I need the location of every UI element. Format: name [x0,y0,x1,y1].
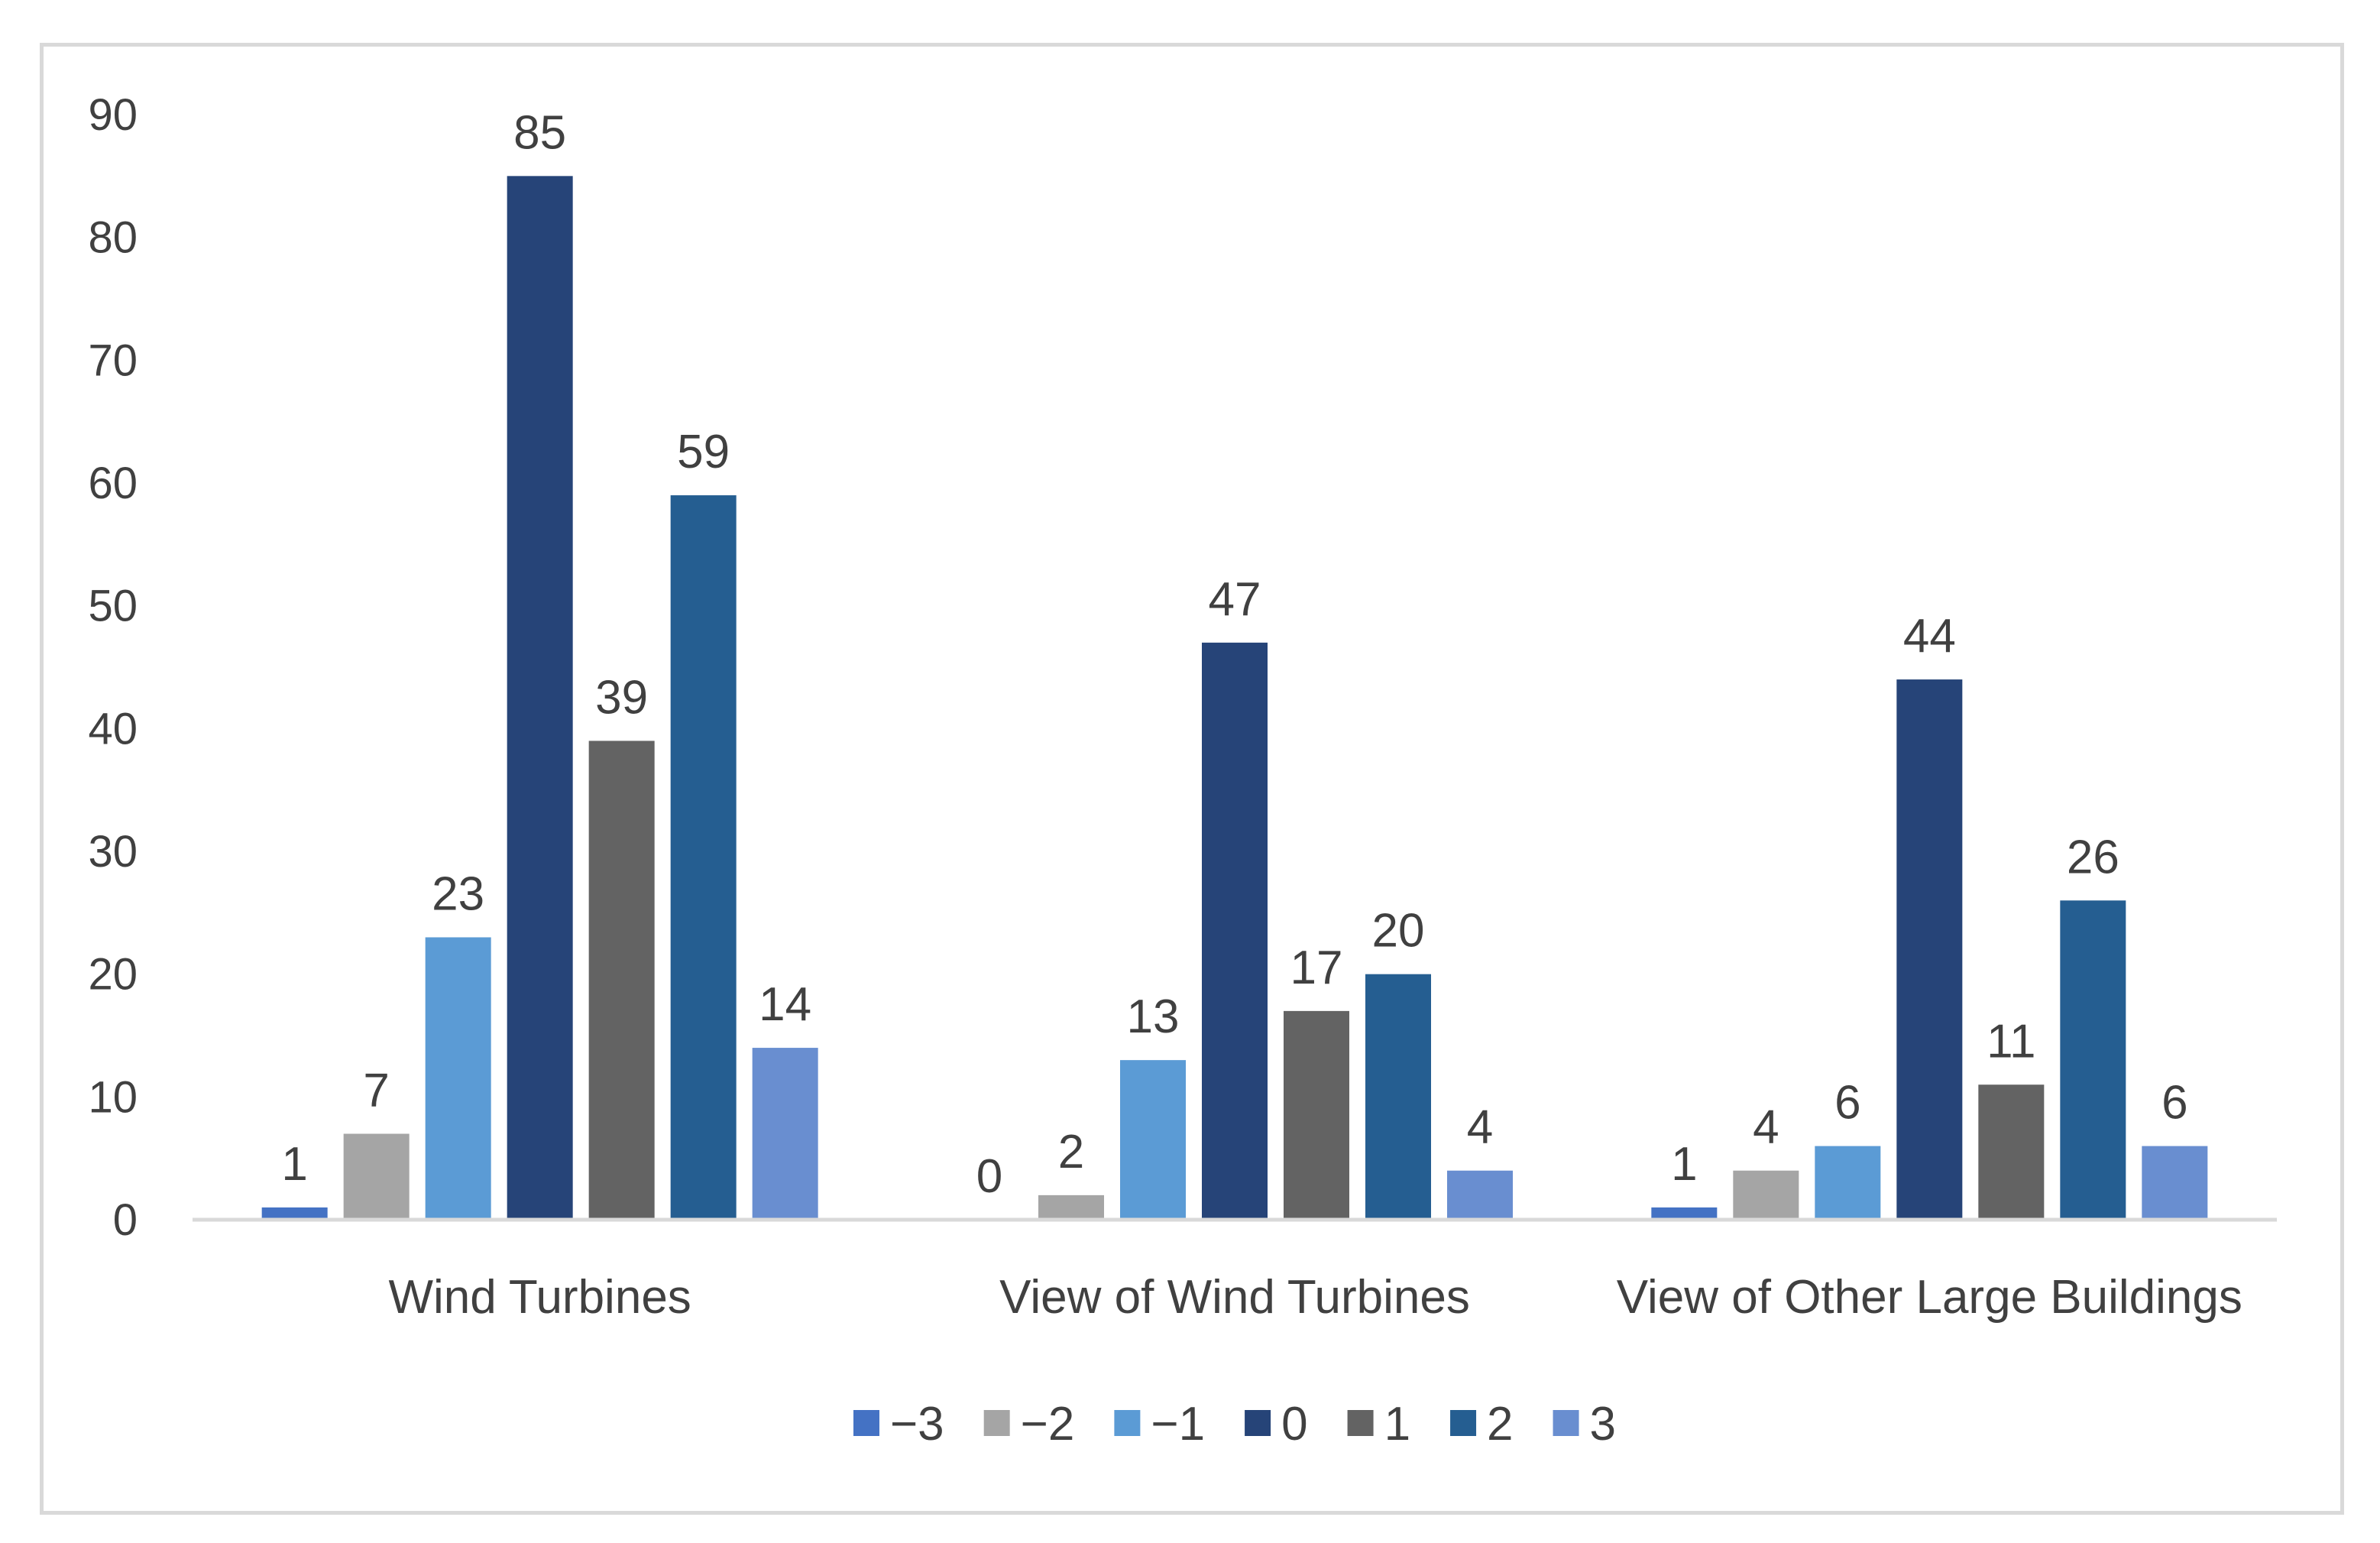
legend-label: −3 [890,1398,944,1451]
y-tick-label: 50 [88,582,138,631]
bar [1038,1195,1104,1220]
data-label: 1 [1671,1138,1697,1191]
bar [1447,1170,1513,1220]
y-tick-label: 60 [88,459,138,508]
bar [1815,1146,1881,1220]
data-label: 6 [2161,1077,2187,1130]
y-tick-label: 80 [88,213,138,263]
y-tick-label: 0 [113,1195,138,1245]
bar [425,937,491,1220]
data-label: 14 [759,978,811,1031]
y-axis-tick-labels: 0 10 20 30 40 50 60 70 80 90 [88,90,138,1245]
legend-label: −1 [1151,1398,1205,1451]
legend-swatch [983,1410,1010,1436]
data-label: 17 [1290,942,1343,994]
data-label: 7 [363,1065,389,1117]
bar [1284,1010,1349,1220]
bar [1651,1207,1718,1220]
bar [1202,642,1268,1220]
y-tick-label: 90 [88,90,138,140]
data-label: 59 [677,426,730,478]
data-label: 20 [1372,905,1425,958]
legend-label: 3 [1590,1398,1616,1451]
data-label: 1 [281,1138,307,1191]
legend-label: 2 [1487,1398,1513,1451]
data-label: 4 [1467,1101,1493,1154]
legend-swatch [1245,1410,1271,1436]
legend-label: 0 [1281,1398,1307,1451]
bar [588,741,655,1220]
data-label: 26 [2067,831,2119,883]
bar [343,1133,410,1220]
legend-swatch [1347,1410,1374,1436]
y-tick-label: 20 [88,950,138,1000]
legend-swatch [853,1410,879,1436]
legend-swatch [1553,1410,1579,1436]
legend: −3 −2 −1 0 1 2 3 [853,1398,1616,1451]
y-tick-label: 30 [88,827,138,877]
legend-swatch [1114,1410,1141,1436]
data-label: 6 [1834,1077,1860,1130]
data-label: 85 [513,106,566,159]
bars-group [261,176,2208,1220]
bar [1978,1084,2045,1220]
legend-swatch [1450,1410,1477,1436]
y-tick-label: 10 [88,1072,138,1122]
bar [1120,1060,1186,1220]
category-label: Wind Turbines [389,1271,691,1324]
y-tick-label: 40 [88,704,138,754]
category-label: View of Other Large Buildings [1617,1271,2242,1324]
bar [752,1048,818,1220]
data-label: 2 [1058,1126,1084,1178]
data-label: 11 [1987,1015,2035,1068]
bar [2142,1146,2208,1220]
data-label: 4 [1753,1101,1779,1154]
bar [1733,1170,1799,1220]
data-label: 47 [1209,573,1261,626]
category-label: View of Wind Turbines [999,1271,1470,1324]
bar [670,495,737,1220]
data-label: 13 [1127,990,1180,1043]
bar [507,176,573,1220]
bar [261,1207,328,1220]
data-label: 0 [976,1150,1002,1203]
bar [2060,900,2126,1220]
data-label: 23 [432,867,484,920]
legend-label: −2 [1021,1398,1075,1451]
data-label: 44 [1903,610,1956,663]
bar [1896,679,1963,1220]
x-axis-category-labels: Wind Turbines View of Wind Turbines View o… [389,1271,2242,1324]
bar [1365,974,1431,1220]
data-label: 39 [595,671,648,724]
legend-label: 1 [1384,1398,1410,1451]
y-tick-label: 70 [88,336,138,385]
